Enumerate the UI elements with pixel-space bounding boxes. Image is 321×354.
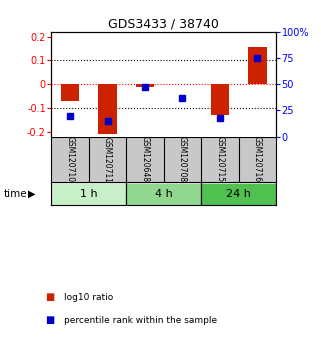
Bar: [135, 84, 154, 87]
Text: GSM120648: GSM120648: [141, 136, 150, 183]
Bar: [248, 47, 267, 84]
Text: percentile rank within the sample: percentile rank within the sample: [64, 316, 217, 325]
Text: ▶: ▶: [28, 189, 36, 199]
Text: GSM120716: GSM120716: [253, 136, 262, 183]
Text: ■: ■: [45, 315, 54, 325]
Bar: [61, 84, 79, 101]
Text: GSM120711: GSM120711: [103, 137, 112, 183]
Text: 4 h: 4 h: [155, 189, 173, 199]
Text: GSM120710: GSM120710: [65, 136, 74, 183]
Text: log10 ratio: log10 ratio: [64, 293, 113, 302]
Text: ■: ■: [45, 292, 54, 302]
Bar: [211, 84, 229, 115]
Text: time: time: [3, 189, 27, 199]
Title: GDS3433 / 38740: GDS3433 / 38740: [108, 18, 219, 31]
Text: 24 h: 24 h: [226, 189, 251, 199]
Text: GSM120708: GSM120708: [178, 136, 187, 183]
Text: GSM120715: GSM120715: [215, 136, 224, 183]
Bar: [98, 84, 117, 134]
Text: 1 h: 1 h: [80, 189, 98, 199]
